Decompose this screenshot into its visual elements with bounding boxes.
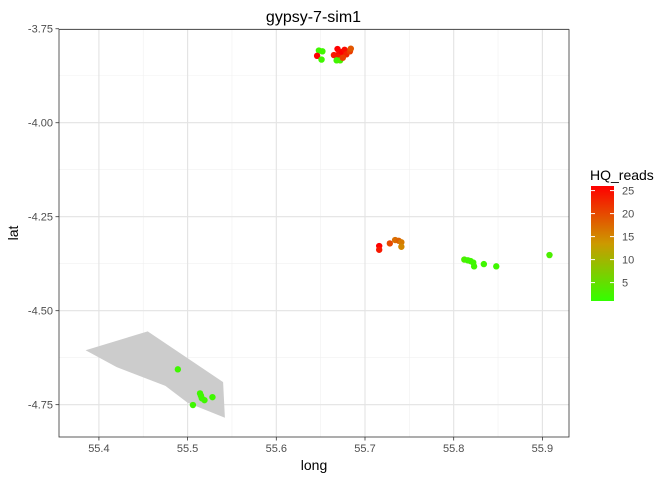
x-tick-label: 55.8 [443, 443, 464, 455]
data-point [189, 401, 197, 409]
data-point [313, 52, 321, 60]
y-tick-label: -4.25 [28, 212, 53, 224]
y-axis-title: lat [5, 226, 21, 241]
data-point [347, 45, 355, 52]
legend-tick-label: 15 [622, 232, 634, 244]
x-axis-ticks: 55.4 55.5 55.6 55.7 55.8 55.9 [88, 437, 553, 455]
data-point [375, 246, 383, 253]
chart-title: gypsy-7-sim1 [266, 9, 361, 26]
data-point [398, 239, 405, 246]
data-point [493, 263, 500, 270]
legend-tick-label: 5 [622, 278, 628, 290]
x-tick-label: 55.5 [177, 443, 198, 455]
shaded-region [85, 331, 225, 418]
data-point [201, 396, 208, 404]
legend-tick-label: 25 [622, 186, 634, 198]
legend-tick-label: 10 [622, 255, 634, 267]
y-tick-label: -4.50 [28, 306, 53, 318]
legend-ticks: 25 20 15 10 5 [591, 186, 634, 290]
x-tick-label: 55.6 [266, 443, 287, 455]
plot-border [58, 29, 570, 438]
data-point [480, 260, 488, 268]
x-tick-label: 55.7 [354, 443, 375, 455]
y-tick-label: -4.00 [28, 118, 53, 130]
data-point [546, 251, 553, 259]
x-tick-label: 55.9 [532, 443, 553, 455]
legend-color-bar [591, 186, 614, 301]
data-points [174, 45, 553, 409]
x-tick-label: 55.4 [88, 443, 109, 455]
y-axis-ticks: -3.75 -4.00 -4.25 -4.50 -4.75 [28, 24, 59, 412]
legend-tick-label: 20 [622, 209, 634, 221]
y-tick-label: -3.75 [28, 24, 53, 36]
data-point [209, 393, 216, 401]
legend-title: HQ_reads [590, 167, 654, 183]
data-point [339, 54, 347, 61]
data-point [319, 48, 326, 55]
y-tick-label: -4.75 [28, 400, 53, 412]
data-point [398, 243, 405, 250]
plot-panel [59, 29, 569, 437]
data-point [470, 263, 478, 270]
data-point [174, 366, 182, 373]
data-point [318, 56, 325, 63]
data-point [386, 240, 394, 247]
x-axis-title: long [301, 457, 327, 473]
